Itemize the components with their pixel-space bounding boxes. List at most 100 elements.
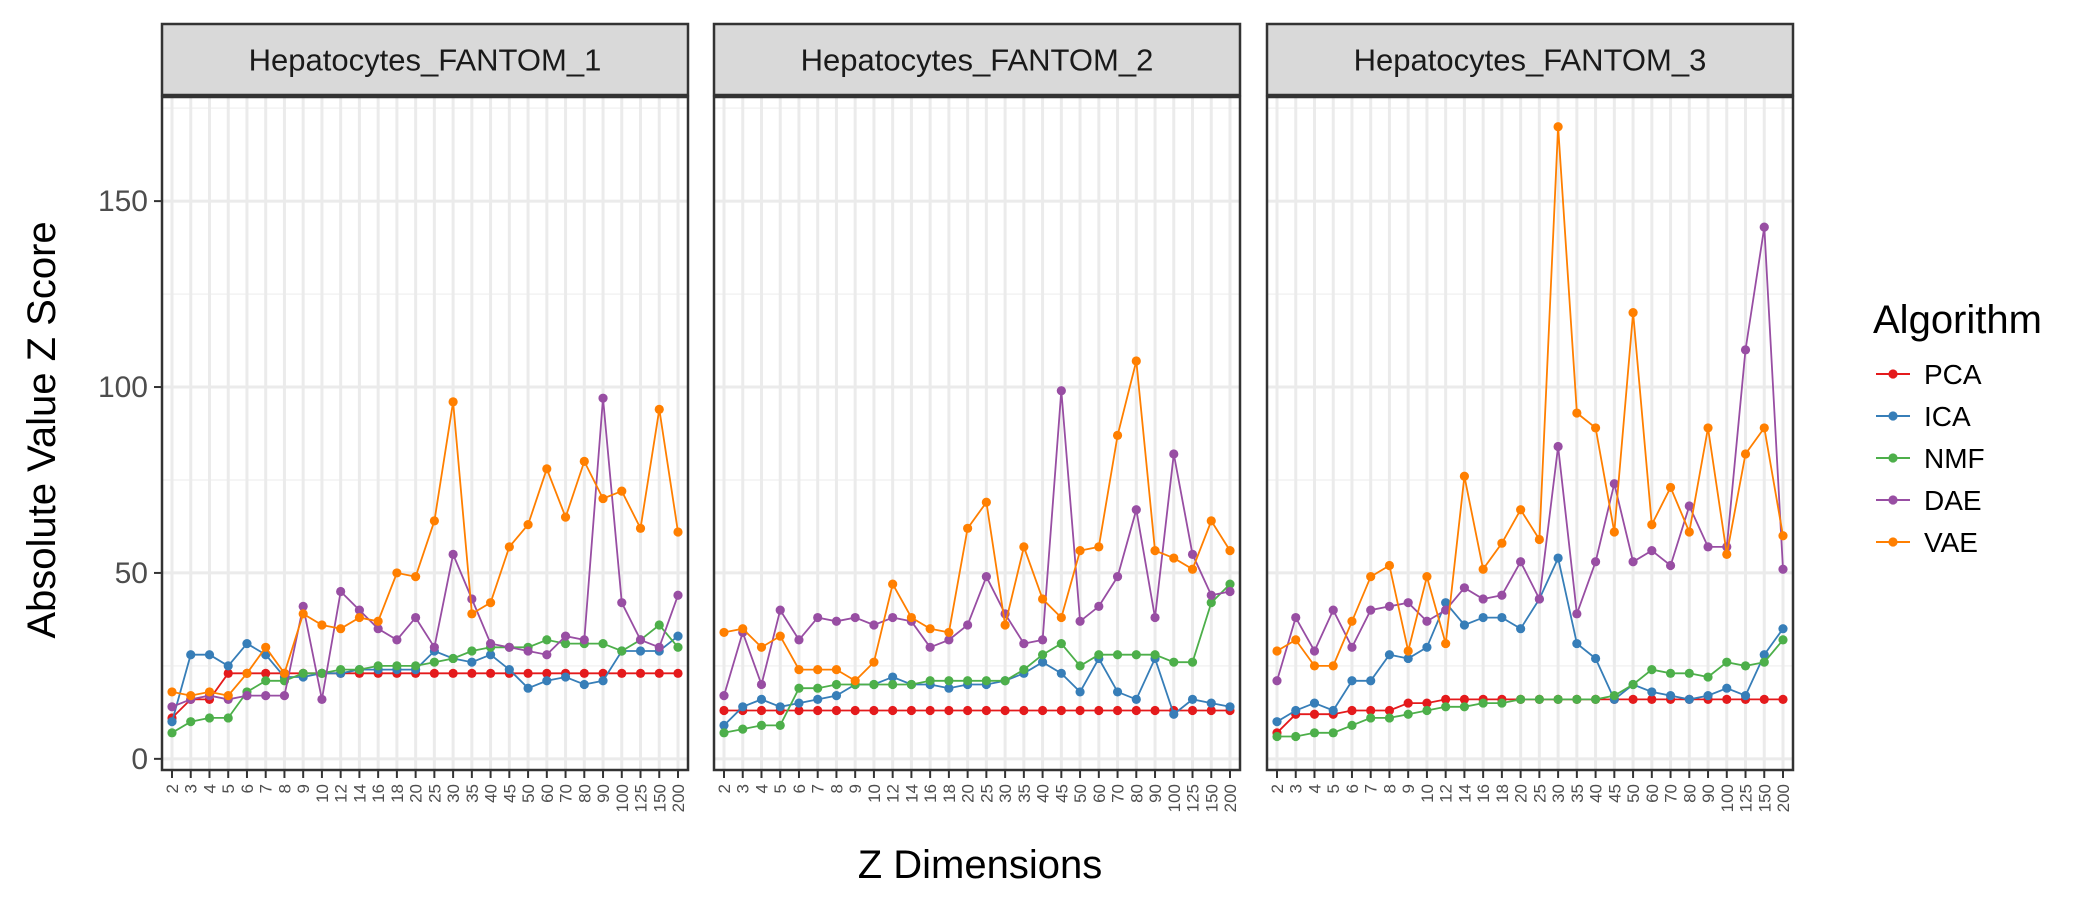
data-point-dae <box>1759 222 1769 232</box>
data-point-dae <box>504 642 514 652</box>
x-tick-label: 60 <box>1090 784 1109 803</box>
data-point-pca <box>1019 705 1029 716</box>
x-tick-label: 40 <box>1587 784 1606 803</box>
x-tick-label: 70 <box>1109 784 1128 803</box>
data-point-vae <box>1553 122 1563 132</box>
data-point-dae <box>1740 345 1751 355</box>
x-tick-label: 12 <box>884 784 903 803</box>
x-tick-label: 8 <box>1380 784 1399 793</box>
data-point-vae <box>925 624 935 634</box>
data-point-dae <box>1347 642 1357 652</box>
data-point-nmf <box>1347 720 1357 730</box>
data-point-dae <box>523 646 533 656</box>
x-tick-label: 18 <box>388 784 407 803</box>
data-point-dae <box>944 635 954 645</box>
x-tick-label: 45 <box>500 784 519 803</box>
data-point-dae <box>560 631 571 641</box>
data-point-ica <box>223 661 233 671</box>
data-point-dae <box>617 598 627 608</box>
legend-key-point <box>1888 411 1898 421</box>
data-point-nmf <box>298 668 308 678</box>
data-point-ica <box>485 650 496 660</box>
data-point-dae <box>1309 646 1320 656</box>
x-tick-label: 200 <box>1221 784 1240 812</box>
x-tick-label: 12 <box>1437 784 1456 803</box>
data-point-pca <box>1778 694 1788 704</box>
data-point-vae <box>298 609 308 619</box>
x-tick-label: 20 <box>407 784 426 803</box>
data-point-dae <box>1778 564 1788 574</box>
series-line-vae <box>1276 126 1784 667</box>
panel-3: Hepatocytes_FANTOM_32 3 4 5 6 7 8 9 10 12 14 16 18 20… <box>1265 22 1795 812</box>
data-point-dae <box>1403 598 1413 608</box>
x-tick-label: 70 <box>557 784 576 803</box>
data-point-dae <box>1150 612 1160 623</box>
data-point-vae <box>1590 423 1601 433</box>
data-point-pca <box>831 705 842 716</box>
data-point-nmf <box>186 717 196 727</box>
data-point-nmf <box>1150 650 1160 660</box>
data-point-vae <box>1422 572 1432 582</box>
y-tick-label: 150 <box>98 185 148 218</box>
data-point-nmf <box>1403 709 1413 719</box>
data-point-pca <box>1112 705 1123 716</box>
data-point-vae <box>1112 430 1123 440</box>
data-point-vae <box>1478 564 1488 574</box>
x-tick-label: 14 <box>902 784 921 803</box>
x-tick-label: 9 <box>1399 784 1418 793</box>
x-tick-label: 5 <box>771 784 790 793</box>
data-point-pca <box>429 668 439 678</box>
data-point-dae <box>635 635 646 645</box>
series-line-nmf <box>171 623 679 734</box>
data-point-nmf <box>1075 661 1085 671</box>
data-point-nmf <box>411 661 421 671</box>
data-point-pca <box>485 668 496 678</box>
series-line-vae <box>723 360 1231 682</box>
series-line-dae <box>723 390 1231 696</box>
gridlines <box>162 97 688 770</box>
data-point-nmf <box>1478 698 1488 708</box>
x-tick-label: 6 <box>1343 784 1362 793</box>
data-point-vae <box>1628 308 1638 318</box>
data-point-pca <box>1347 705 1357 716</box>
data-point-pca <box>1309 709 1320 719</box>
legend-key-point <box>1888 537 1898 547</box>
data-point-vae <box>1703 423 1713 433</box>
data-point-vae <box>1759 423 1769 433</box>
data-point-dae <box>354 605 365 615</box>
data-point-nmf <box>1441 702 1451 712</box>
x-tick-label: 45 <box>1052 784 1071 803</box>
data-point-ica <box>1384 650 1395 660</box>
data-point-dae <box>317 694 327 704</box>
x-tick-label: 5 <box>219 784 238 793</box>
data-point-vae <box>1459 471 1470 481</box>
series-line-ica <box>171 635 679 722</box>
legend-key-point <box>1888 453 1898 463</box>
data-point-nmf <box>1019 665 1029 675</box>
data-point-vae <box>831 665 842 675</box>
data-point-ica <box>1366 676 1376 686</box>
legend-entry-vae: VAE <box>1876 527 1978 558</box>
x-tick-label: 80 <box>1680 784 1699 803</box>
data-point-pca <box>673 668 683 678</box>
series-dae <box>1272 222 1788 686</box>
x-tick-label: 16 <box>921 784 940 803</box>
data-point-vae <box>1056 612 1066 623</box>
data-point-vae <box>485 598 496 608</box>
data-point-dae <box>1422 616 1432 626</box>
data-point-nmf <box>1309 728 1320 738</box>
data-point-nmf <box>654 620 664 630</box>
data-point-ica <box>756 694 767 704</box>
data-point-vae <box>1037 594 1048 604</box>
data-point-dae <box>485 638 496 649</box>
data-point-dae <box>1131 505 1141 515</box>
x-tick-label: 9 <box>846 784 865 793</box>
data-point-nmf <box>167 728 177 738</box>
data-point-pca <box>1759 694 1769 704</box>
data-point-vae <box>1272 646 1282 656</box>
data-point-pca <box>1056 705 1066 716</box>
data-point-dae <box>869 620 879 630</box>
data-point-nmf <box>944 676 954 686</box>
data-point-ica <box>1187 694 1198 704</box>
data-point-nmf <box>1703 672 1713 682</box>
